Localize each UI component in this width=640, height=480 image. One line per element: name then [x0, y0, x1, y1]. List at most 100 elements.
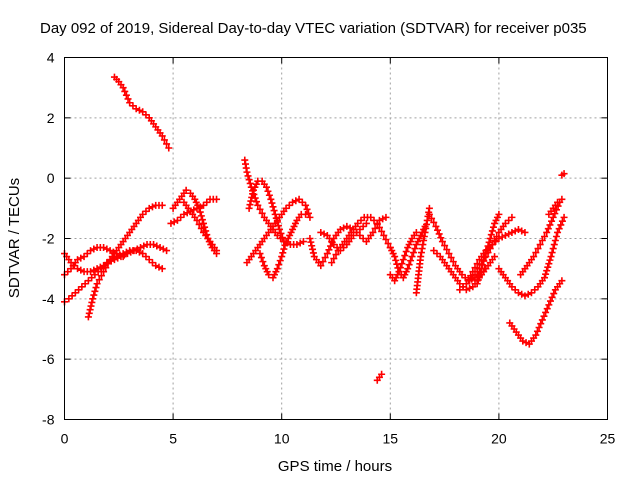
data-point [540, 312, 548, 320]
data-point [265, 191, 273, 199]
data-point [543, 305, 551, 313]
data-point [273, 265, 281, 273]
data-point [122, 248, 130, 256]
data-point [74, 265, 82, 273]
data-point [518, 290, 526, 298]
data-point [277, 229, 285, 237]
data-point [77, 266, 85, 274]
data-point [273, 218, 281, 226]
data-point [196, 203, 204, 211]
data-point [330, 255, 338, 263]
data-point [213, 195, 221, 203]
data-point [508, 213, 516, 221]
data-point [140, 242, 148, 250]
y-tick-label: -8 [42, 412, 55, 428]
chart-title: Day 092 of 2019, Sidereal Day-to-day VTE… [40, 20, 587, 37]
data-point [378, 227, 386, 235]
data-point [135, 106, 143, 114]
data-point [302, 210, 310, 218]
data-point [401, 252, 409, 260]
data-point [544, 225, 552, 233]
data-point [275, 261, 283, 269]
y-axis-label: SDTVAR / TECUs [6, 178, 23, 298]
y-tick-label: -4 [42, 291, 55, 307]
data-point [551, 237, 559, 245]
data-point [135, 248, 143, 256]
data-point [521, 228, 529, 236]
data-point [90, 291, 98, 299]
x-axis-label: GPS time / hours [278, 458, 392, 475]
data-point [398, 260, 406, 268]
data-point [167, 219, 175, 227]
data-point [536, 241, 544, 249]
data-point [152, 262, 160, 270]
data-point [109, 254, 117, 262]
x-tick-label: 25 [600, 431, 616, 447]
data-point [473, 280, 481, 288]
data-point [558, 277, 566, 285]
data-point [511, 227, 519, 235]
data-point [254, 201, 262, 209]
data-point [343, 222, 351, 230]
data-point [150, 241, 158, 249]
series-arc-16 [373, 370, 386, 384]
data-point [530, 253, 538, 261]
data-point [441, 242, 449, 250]
data-point [437, 234, 445, 242]
series-arc-07 [167, 195, 221, 227]
data-point [90, 245, 98, 253]
data-point [545, 301, 553, 309]
data-point [246, 201, 254, 209]
data-point [119, 84, 127, 92]
data-point [272, 214, 280, 222]
data-point [538, 316, 546, 324]
data-point [555, 225, 563, 233]
data-point [180, 210, 188, 218]
data-point [323, 250, 331, 258]
data-point [302, 201, 310, 209]
data-point [543, 228, 551, 236]
data-point [483, 246, 491, 254]
data-point [480, 257, 488, 265]
data-point [476, 268, 484, 276]
data-point [245, 204, 253, 212]
data-point [92, 284, 100, 292]
data-point [158, 265, 166, 273]
data-point [306, 213, 314, 221]
data-point [382, 236, 390, 244]
data-point [554, 228, 562, 236]
data-point [466, 284, 474, 292]
data-point [160, 136, 168, 144]
data-point [438, 238, 446, 246]
data-point [378, 370, 386, 378]
y-tick-labels: -8 -6 -4 -2 0 2 4 [42, 50, 55, 428]
data-point [392, 256, 400, 264]
data-point [405, 261, 413, 269]
data-point [100, 244, 108, 252]
data-point [249, 190, 257, 198]
data-point [296, 239, 304, 247]
data-point [425, 210, 433, 218]
data-point [412, 228, 420, 236]
data-point [93, 280, 101, 288]
data-point [371, 224, 379, 232]
data-point [554, 198, 562, 206]
y-tick-label: 4 [47, 50, 55, 66]
data-point [197, 212, 205, 220]
data-point [542, 308, 550, 316]
data-point [289, 198, 297, 206]
data-point [430, 218, 438, 226]
data-point [560, 170, 568, 178]
series-arc-10 [243, 195, 314, 267]
data-point [153, 242, 161, 250]
data-point [518, 227, 526, 235]
data-point [522, 339, 530, 347]
data-point [276, 257, 284, 265]
data-point [551, 210, 559, 218]
data-point [280, 245, 288, 253]
data-point [474, 276, 482, 284]
data-point [404, 265, 412, 273]
data-point [362, 219, 370, 227]
data-point [320, 230, 328, 238]
data-point [380, 231, 388, 239]
